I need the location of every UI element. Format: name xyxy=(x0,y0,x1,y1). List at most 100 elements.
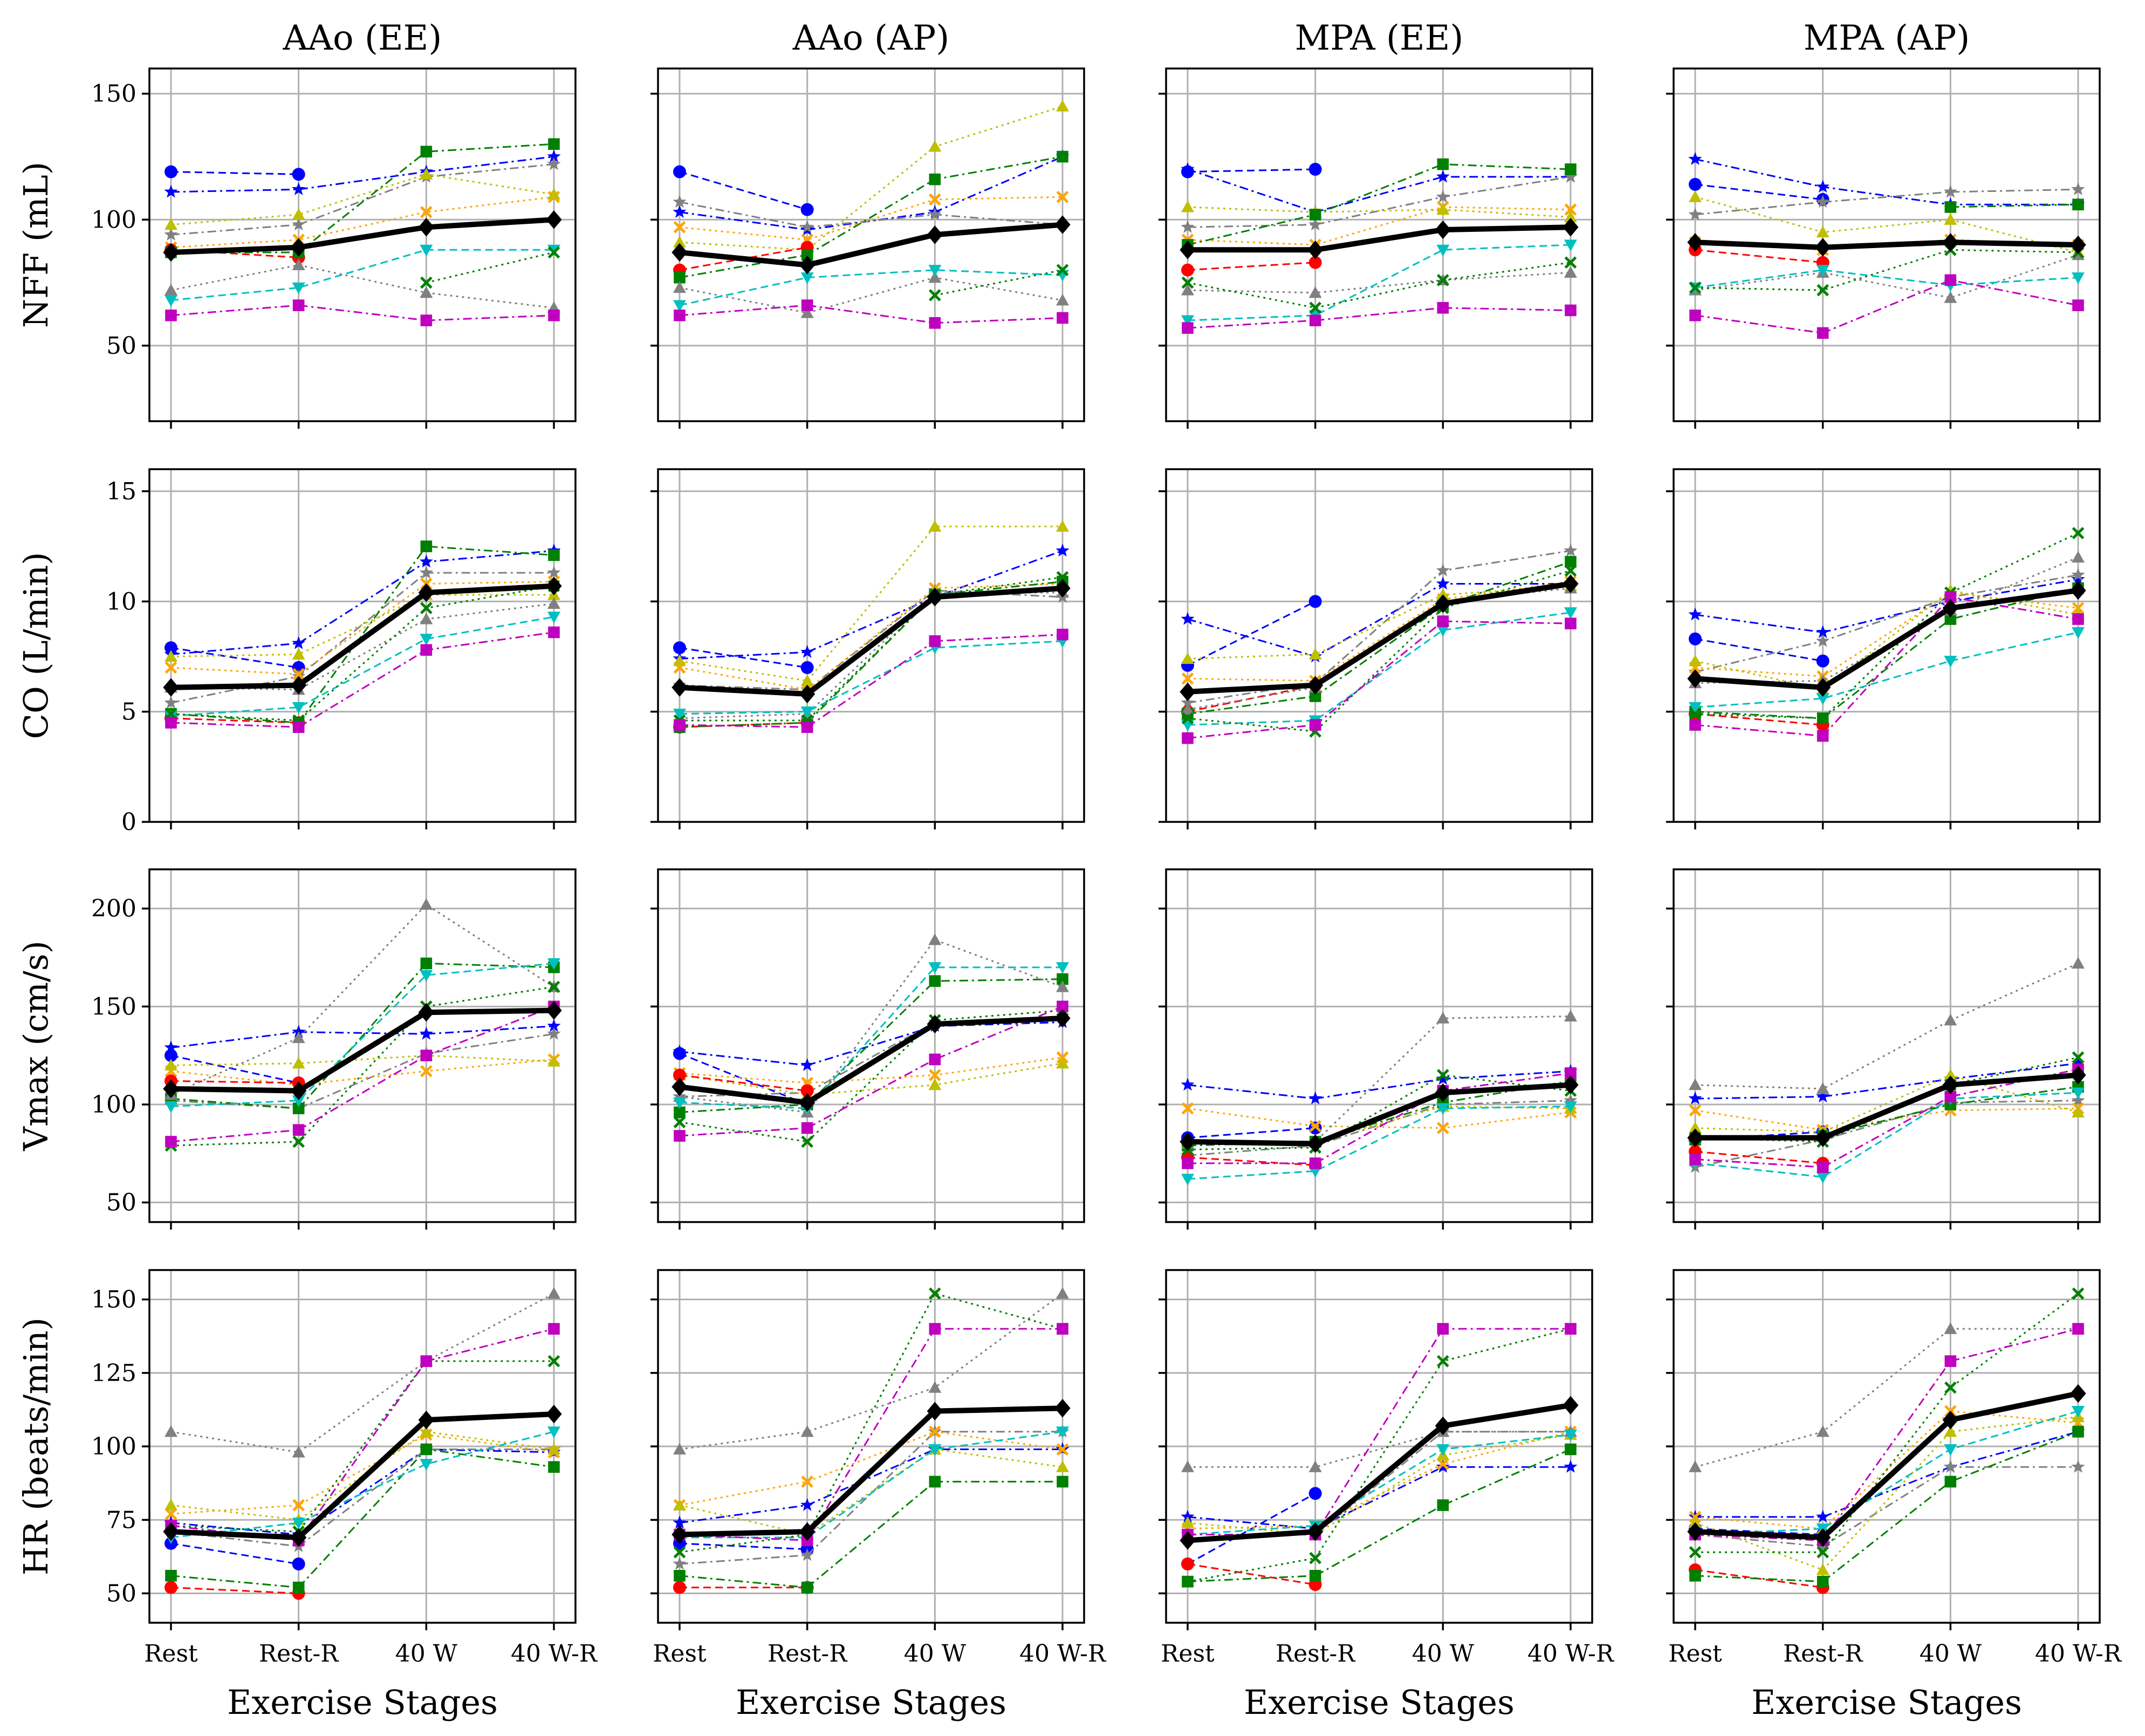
data-point xyxy=(1182,732,1194,744)
x-tick-label: Rest-R xyxy=(259,1640,339,1668)
panel-r0-c1 xyxy=(650,67,1085,429)
data-point xyxy=(292,1499,305,1512)
series-line xyxy=(171,143,554,253)
series-2 xyxy=(164,157,561,241)
y-tick-label: 5 xyxy=(121,698,136,726)
data-point xyxy=(420,1459,433,1471)
data-point xyxy=(547,157,561,170)
data-point xyxy=(420,244,433,257)
data-point xyxy=(292,1557,305,1570)
data-point xyxy=(292,208,305,220)
data-point xyxy=(1816,625,1830,639)
series-line xyxy=(1187,1433,1571,1535)
panel-r3-c3: Rest Rest-R 40 W 40 W-R Exercise Stages xyxy=(1666,1269,2122,1722)
mean-line xyxy=(1695,1391,2079,1540)
data-point xyxy=(2072,1051,2085,1064)
series-line xyxy=(679,171,808,211)
data-point xyxy=(420,1425,433,1437)
series-2 xyxy=(1688,568,2085,678)
data-point xyxy=(292,636,306,649)
series-line xyxy=(170,1542,299,1565)
panel-frame xyxy=(148,468,577,823)
series-line xyxy=(1187,1156,1315,1167)
mean-point xyxy=(671,1525,688,1544)
data-point xyxy=(165,1425,177,1437)
data-point xyxy=(1565,555,1577,568)
data-point xyxy=(1308,1460,1322,1472)
mean-point xyxy=(1054,215,1071,234)
data-point xyxy=(2072,198,2084,211)
series-9 xyxy=(1181,256,1577,314)
data-point xyxy=(165,1581,177,1594)
series-5 xyxy=(673,716,814,734)
series-line xyxy=(679,581,1063,728)
mean-line xyxy=(679,585,1063,697)
series-line xyxy=(679,1448,1063,1524)
data-point xyxy=(1437,1499,1449,1511)
series-7 xyxy=(673,933,1069,1118)
series-5 xyxy=(165,1581,305,1600)
mean-point xyxy=(1815,1528,1831,1547)
mean-series xyxy=(163,1001,562,1100)
data-point xyxy=(1689,282,1702,294)
mean-line xyxy=(170,1411,554,1540)
series-0 xyxy=(1689,632,1829,668)
series-line xyxy=(1695,1431,2079,1518)
data-point xyxy=(1689,702,1702,714)
data-point xyxy=(1309,1552,1322,1565)
series-line xyxy=(170,1328,554,1541)
data-point xyxy=(673,1556,687,1570)
data-point xyxy=(1944,656,1957,668)
series-5 xyxy=(1689,1563,1829,1594)
series-4 xyxy=(1689,584,2085,695)
data-point xyxy=(165,1499,177,1511)
series-line xyxy=(1695,638,1823,662)
mean-series xyxy=(163,210,562,262)
mean-series xyxy=(671,579,1071,704)
data-point xyxy=(1181,1460,1194,1472)
series-5 xyxy=(673,1581,814,1594)
panel-r3-c0: 50 75 100 125 150 Rest Rest-R 40 W 40 W-R Exercis… xyxy=(91,1269,598,1722)
data-point xyxy=(1436,1122,1449,1134)
data-point xyxy=(547,597,560,609)
data-point xyxy=(1565,1323,1577,1335)
data-point xyxy=(1565,304,1577,317)
series-1 xyxy=(164,1442,561,1541)
series-line xyxy=(1187,561,1571,715)
series-line xyxy=(679,1431,1063,1565)
data-point xyxy=(929,1323,941,1335)
data-point xyxy=(1688,607,1702,621)
data-point xyxy=(1564,1010,1577,1022)
data-point xyxy=(547,958,560,970)
data-point xyxy=(673,1546,686,1559)
data-point xyxy=(292,1102,305,1115)
series-line xyxy=(170,962,554,1109)
data-point xyxy=(2072,1323,2084,1335)
series-line xyxy=(1187,262,1571,309)
data-point xyxy=(547,612,560,623)
data-point xyxy=(1056,520,1069,532)
series-line xyxy=(170,1025,554,1049)
data-point xyxy=(2072,602,2085,614)
y-tick-label: 150 xyxy=(91,993,136,1020)
series-0 xyxy=(1181,1487,1322,1570)
mean-line xyxy=(170,217,554,255)
mean-point xyxy=(799,1522,815,1541)
series-2 xyxy=(1181,169,1578,233)
series-6 xyxy=(1182,1443,1577,1588)
x-tick-label: Rest-R xyxy=(1783,1640,1863,1668)
series-line xyxy=(1187,600,1316,667)
data-point xyxy=(1944,213,1957,225)
data-point xyxy=(1565,1443,1577,1456)
series-line xyxy=(679,1015,1063,1097)
mean-point xyxy=(927,225,943,244)
series-7 xyxy=(1181,1425,1577,1472)
data-point xyxy=(1308,1121,1322,1135)
mean-point xyxy=(546,577,562,595)
data-point xyxy=(1056,100,1069,112)
series-10 xyxy=(1689,1323,2084,1547)
data-point xyxy=(2072,627,2085,639)
series-line xyxy=(170,1054,554,1066)
data-point xyxy=(928,265,942,277)
